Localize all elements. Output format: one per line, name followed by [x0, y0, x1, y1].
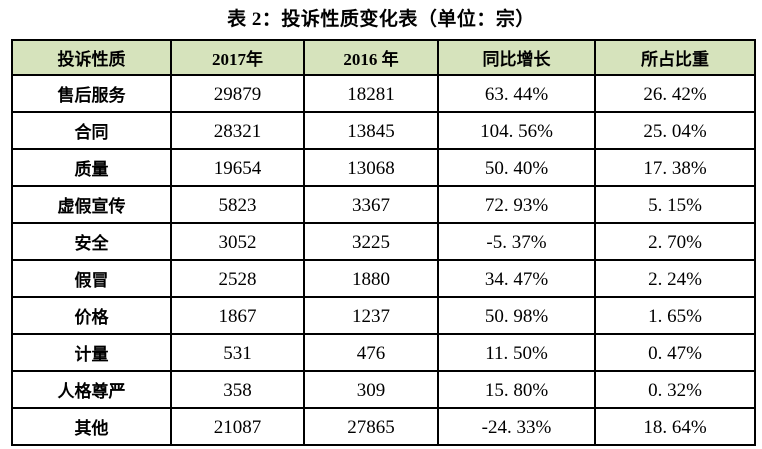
cell-share-value: 5. 15%: [594, 185, 756, 224]
cell-growth-value: 72. 93%: [437, 185, 596, 224]
table-row: 其他 21087 27865 -24. 33% 18. 64%: [11, 407, 756, 446]
cell-2016-value: 3367: [303, 185, 439, 224]
table-row: 计量 531 476 11. 50% 0. 47%: [11, 333, 756, 372]
table-row: 虚假宣传 5823 3367 72. 93% 5. 15%: [11, 185, 756, 224]
cell-2017-value: 29879: [170, 74, 305, 113]
cell-2016-value: 1237: [303, 296, 439, 335]
cell-share-value: 2. 70%: [594, 222, 756, 261]
cell-2017-value: 3052: [170, 222, 305, 261]
complaints-table: 投诉性质 2017年 2016 年 同比增长 所占比重 售后服务 29879 1…: [11, 39, 756, 446]
col-header-2017: 2017年: [170, 39, 305, 76]
row-label: 假冒: [11, 259, 172, 298]
cell-growth-value: 50. 40%: [437, 148, 596, 187]
table-row: 假冒 2528 1880 34. 47% 2. 24%: [11, 259, 756, 298]
row-label: 合同: [11, 111, 172, 150]
cell-growth-value: 104. 56%: [437, 111, 596, 150]
row-label: 价格: [11, 296, 172, 335]
row-label: 人格尊严: [11, 370, 172, 409]
cell-2017-value: 1867: [170, 296, 305, 335]
col-header-nature: 投诉性质: [11, 39, 172, 76]
header-row: 投诉性质 2017年 2016 年 同比增长 所占比重: [11, 39, 756, 76]
table-row: 安全 3052 3225 -5. 37% 2. 70%: [11, 222, 756, 261]
row-label: 质量: [11, 148, 172, 187]
table-row: 价格 1867 1237 50. 98% 1. 65%: [11, 296, 756, 335]
col-header-2016: 2016 年: [303, 39, 439, 76]
cell-2016-value: 476: [303, 333, 439, 372]
cell-growth-value: -24. 33%: [437, 407, 596, 446]
table-title: 表 2：投诉性质变化表（单位：宗）: [227, 9, 535, 30]
cell-growth-value: 11. 50%: [437, 333, 596, 372]
cell-share-value: 0. 32%: [594, 370, 756, 409]
cell-2017-value: 531: [170, 333, 305, 372]
cell-2017-value: 2528: [170, 259, 305, 298]
cell-growth-value: -5. 37%: [437, 222, 596, 261]
table-row: 人格尊严 358 309 15. 80% 0. 32%: [11, 370, 756, 409]
cell-2017-value: 21087: [170, 407, 305, 446]
cell-share-value: 25. 04%: [594, 111, 756, 150]
cell-2016-value: 18281: [303, 74, 439, 113]
cell-share-value: 26. 42%: [594, 74, 756, 113]
cell-share-value: 2. 24%: [594, 259, 756, 298]
cell-growth-value: 34. 47%: [437, 259, 596, 298]
table-row: 质量 19654 13068 50. 40% 17. 38%: [11, 148, 756, 187]
table-row: 合同 28321 13845 104. 56% 25. 04%: [11, 111, 756, 150]
cell-2017-value: 5823: [170, 185, 305, 224]
row-label: 售后服务: [11, 74, 172, 113]
row-label: 安全: [11, 222, 172, 261]
cell-2016-value: 309: [303, 370, 439, 409]
cell-growth-value: 63. 44%: [437, 74, 596, 113]
cell-2017-value: 28321: [170, 111, 305, 150]
cell-2016-value: 1880: [303, 259, 439, 298]
cell-2016-value: 13845: [303, 111, 439, 150]
row-label: 虚假宣传: [11, 185, 172, 224]
row-label: 其他: [11, 407, 172, 446]
cell-2017-value: 358: [170, 370, 305, 409]
cell-share-value: 0. 47%: [594, 333, 756, 372]
cell-2017-value: 19654: [170, 148, 305, 187]
cell-2016-value: 27865: [303, 407, 439, 446]
cell-share-value: 1. 65%: [594, 296, 756, 335]
row-label: 计量: [11, 333, 172, 372]
table-row: 售后服务 29879 18281 63. 44% 26. 42%: [11, 74, 756, 113]
cell-share-value: 17. 38%: [594, 148, 756, 187]
cell-growth-value: 50. 98%: [437, 296, 596, 335]
cell-2016-value: 13068: [303, 148, 439, 187]
col-header-growth: 同比增长: [437, 39, 596, 76]
cell-share-value: 18. 64%: [594, 407, 756, 446]
cell-2016-value: 3225: [303, 222, 439, 261]
cell-growth-value: 15. 80%: [437, 370, 596, 409]
col-header-share: 所占比重: [594, 39, 756, 76]
